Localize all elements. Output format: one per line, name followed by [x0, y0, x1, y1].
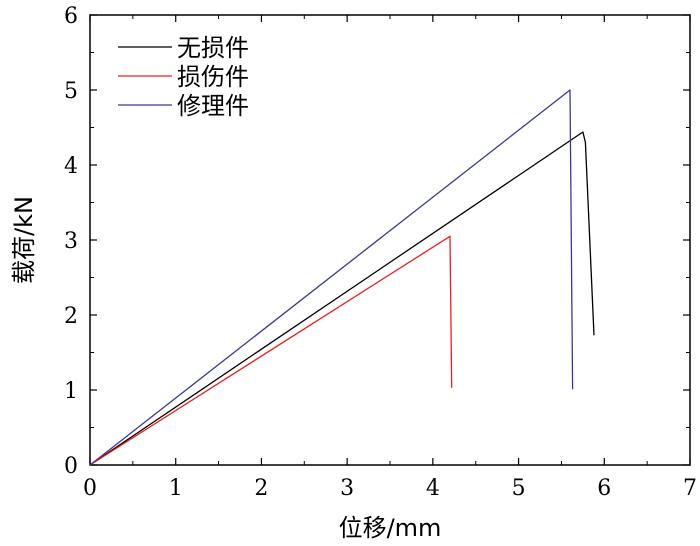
legend-label-3: 修理件	[177, 92, 249, 120]
x-axis-title: 位移/mm	[339, 514, 442, 542]
y-tick-label: 5	[64, 79, 78, 104]
x-tick-label: 0	[83, 476, 97, 501]
y-tick-label: 2	[64, 304, 78, 329]
y-axis-title: 载荷/kN	[10, 196, 38, 284]
series-line-1	[89, 131, 595, 466]
series-lines	[89, 89, 595, 466]
tick-labels: 0 1 2 3 4 5 6 7 0 1 2 3 4 5 6	[64, 4, 697, 501]
series-line-2	[89, 235, 453, 466]
x-tick-label: 6	[597, 476, 611, 501]
x-tick-label: 2	[254, 476, 268, 501]
x-tick-label: 3	[340, 476, 354, 501]
y-tick-label: 4	[64, 154, 78, 179]
y-tick-label: 1	[64, 379, 78, 404]
legend-label-2: 损伤件	[177, 63, 249, 91]
series-line-3	[89, 89, 574, 466]
y-tick-label: 0	[64, 454, 78, 479]
x-tick-label: 1	[169, 476, 183, 501]
axis-ticks	[89, 14, 691, 466]
x-tick-label: 7	[683, 476, 697, 501]
legend-label-1: 无损件	[177, 34, 249, 62]
y-tick-label: 3	[64, 229, 78, 254]
y-tick-label: 6	[64, 4, 78, 29]
x-tick-label: 4	[426, 476, 440, 501]
x-tick-label: 5	[512, 476, 526, 501]
